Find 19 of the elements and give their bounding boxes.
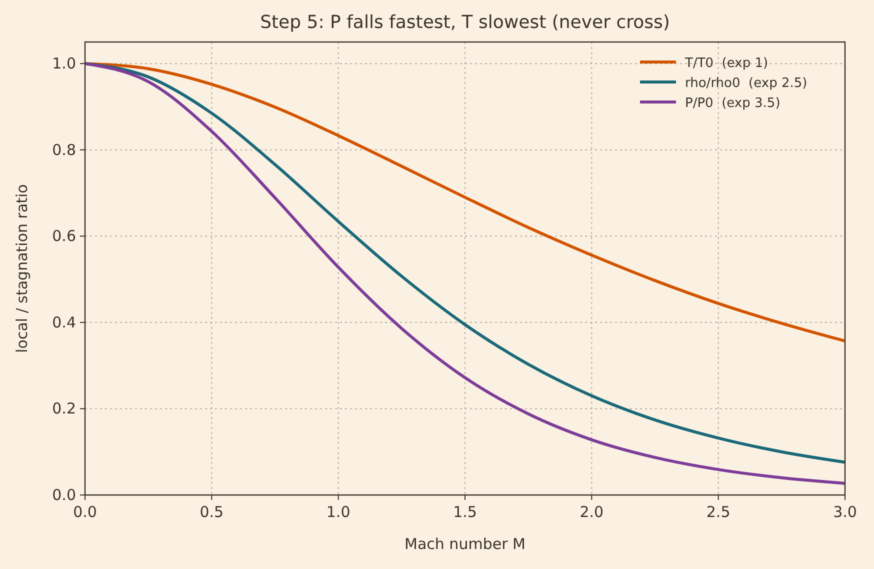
y-tick-label: 0.2 <box>52 400 76 418</box>
x-tick-label: 0.5 <box>200 503 224 521</box>
y-tick-label: 0.4 <box>52 313 76 332</box>
y-tick-label: 1.0 <box>52 54 76 73</box>
chart-title: Step 5: P falls fastest, T slowest (never cross) <box>260 12 670 33</box>
y-tick-label: 0.8 <box>52 140 76 159</box>
legend-label: P/P0 (exp 3.5) <box>685 96 780 111</box>
y-axis-title: local / stagnation ratio <box>13 184 31 353</box>
x-tick-label: 1.0 <box>326 503 350 521</box>
x-tick-label: 3.0 <box>833 503 857 521</box>
legend-label: T/T0 (exp 1) <box>684 56 768 71</box>
x-tick-label: 2.5 <box>706 503 730 521</box>
x-tick-label: 1.5 <box>453 503 477 521</box>
y-tick-label: 0.6 <box>52 227 76 246</box>
y-tick-label: 0.0 <box>52 486 76 504</box>
x-tick-label: 0.0 <box>73 503 97 521</box>
x-axis-title: Mach number M <box>404 535 526 553</box>
legend-label: rho/rho0 (exp 2.5) <box>685 76 808 91</box>
x-tick-label: 2.0 <box>580 503 604 521</box>
